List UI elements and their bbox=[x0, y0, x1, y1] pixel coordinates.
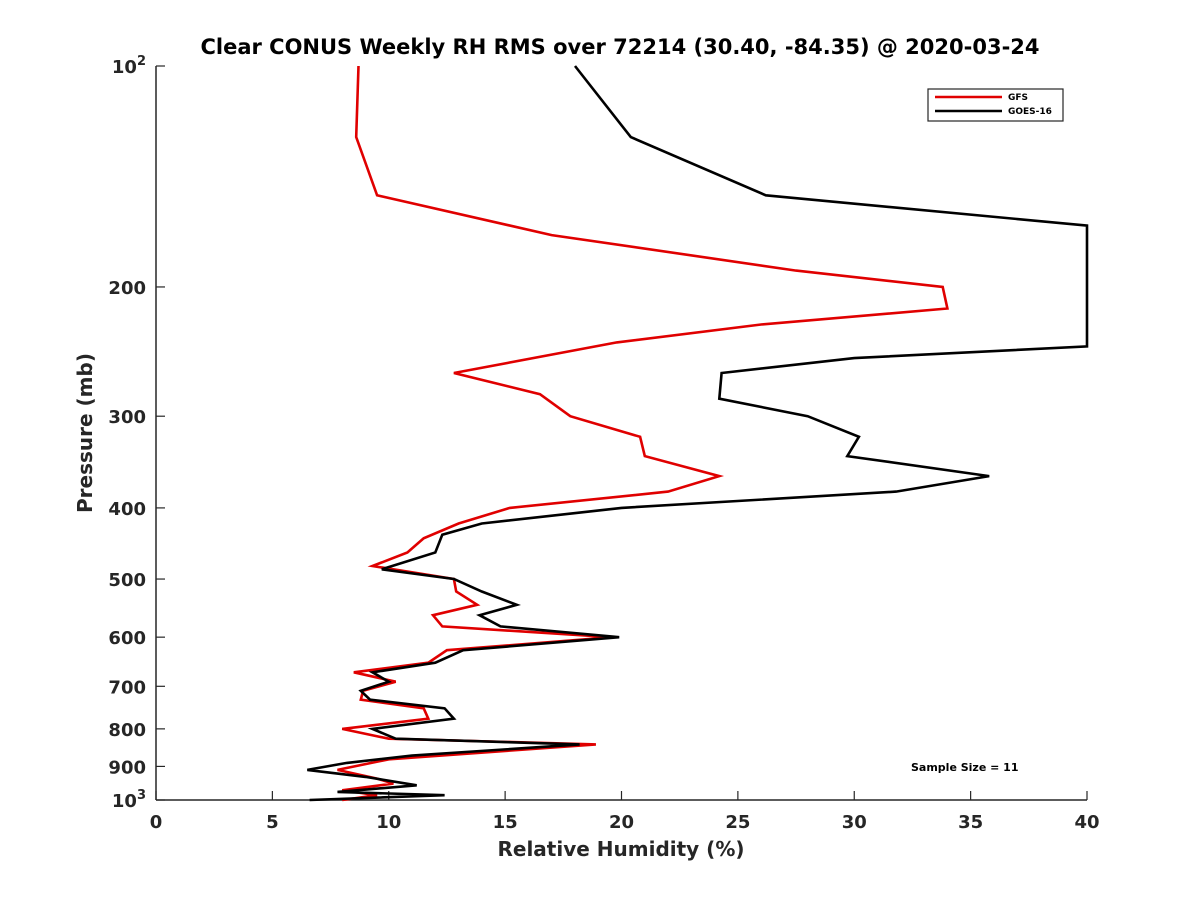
y-tick-label: 600 bbox=[108, 628, 146, 649]
x-ticks: 0 5 10 15 20 25 30 35 40 bbox=[150, 791, 1100, 833]
chart-title: Clear CONUS Weekly RH RMS over 72214 (30… bbox=[200, 35, 1039, 59]
x-tick-label: 40 bbox=[1074, 812, 1099, 833]
x-axis-title: Relative Humidity (%) bbox=[497, 837, 744, 861]
x-tick-label: 30 bbox=[842, 812, 867, 833]
y-tick-label: 900 bbox=[108, 757, 146, 778]
x-tick-label: 5 bbox=[266, 812, 279, 833]
y-ticks: 102 200 300 400 500 600 700 800 900 103 bbox=[108, 54, 165, 812]
legend-label-goes16: GOES-16 bbox=[1008, 107, 1052, 117]
legend-label-gfs: GFS bbox=[1008, 93, 1028, 103]
series-layer bbox=[307, 65, 1089, 802]
y-tick-label: 300 bbox=[108, 407, 146, 428]
series-line-goes-16 bbox=[307, 65, 1089, 802]
x-tick-label: 0 bbox=[150, 812, 163, 833]
y-axis-title: Pressure (mb) bbox=[73, 353, 97, 513]
y-tick-label: 800 bbox=[108, 720, 146, 741]
y-tick-label: 102 bbox=[112, 54, 146, 78]
y-tick-label: 200 bbox=[108, 278, 146, 299]
x-tick-label: 25 bbox=[725, 812, 750, 833]
legend-box bbox=[927, 88, 1064, 122]
y-tick-label: 700 bbox=[108, 677, 146, 698]
x-tick-label: 35 bbox=[958, 812, 983, 833]
y-tick-label: 400 bbox=[108, 499, 146, 520]
y-tick-label: 500 bbox=[108, 570, 146, 591]
legend: GFS GOES-16 bbox=[927, 88, 1064, 122]
y-tick-label: 103 bbox=[112, 788, 146, 812]
x-tick-label: 10 bbox=[376, 812, 401, 833]
sample-size-annotation: Sample Size = 11 bbox=[911, 761, 1018, 774]
x-tick-label: 15 bbox=[493, 812, 518, 833]
x-tick-label: 20 bbox=[609, 812, 634, 833]
